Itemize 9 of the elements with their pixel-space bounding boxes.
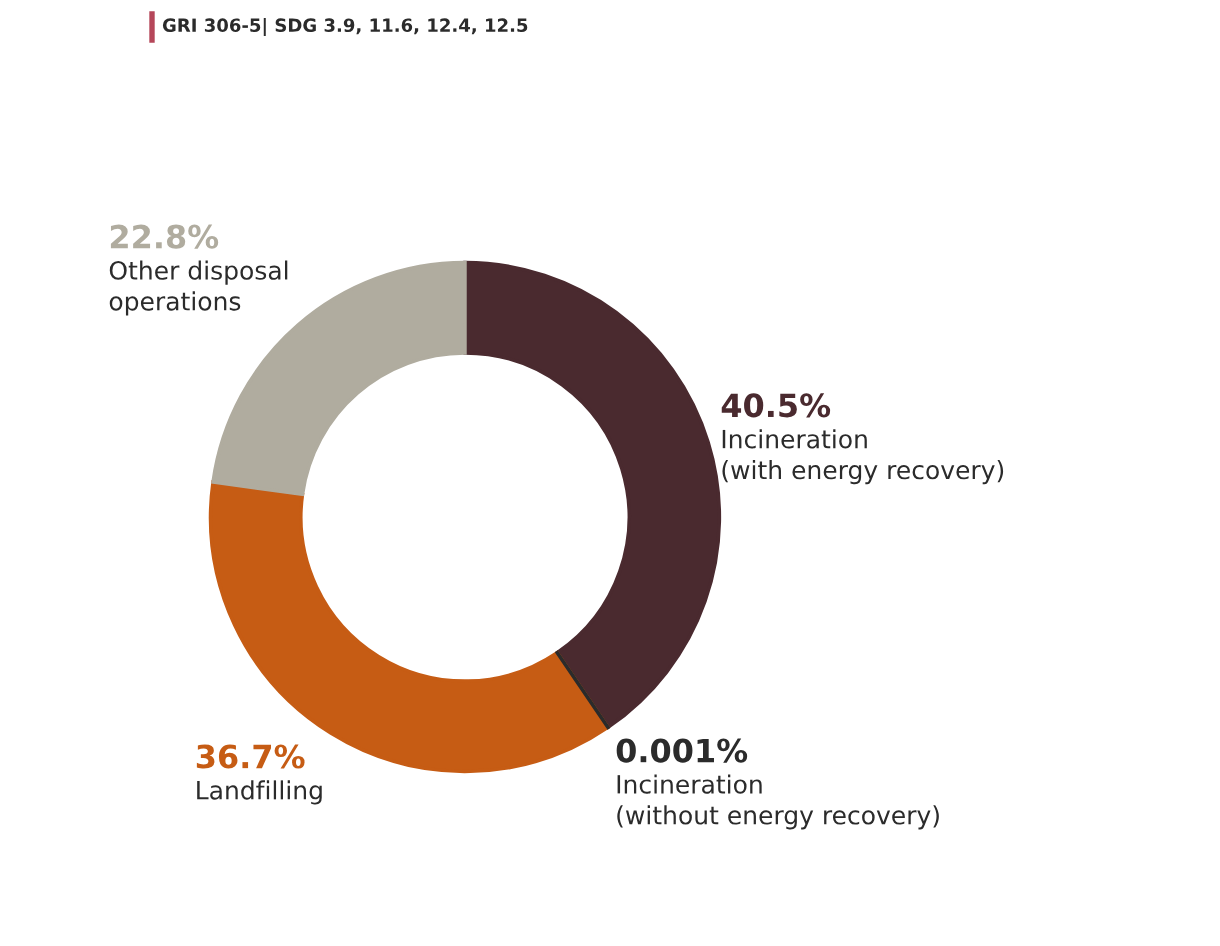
slice-label: Landfilling [197, 780, 322, 805]
slice-label: Incineration (without energy recovery) [617, 774, 939, 830]
slice-label: Other disposal operations [109, 260, 288, 316]
chart-title: GRI 306-5| SDG 3.9, 11.6, 12.4, 12.5 [162, 17, 528, 37]
data-label: 22.8% [110, 224, 219, 249]
data-label: 0.001% [616, 738, 748, 763]
data-label: 40.5% [721, 393, 831, 418]
slice-label: Incineration (with energy recovery) [722, 429, 1004, 485]
data-label: 36.7% [196, 744, 305, 769]
